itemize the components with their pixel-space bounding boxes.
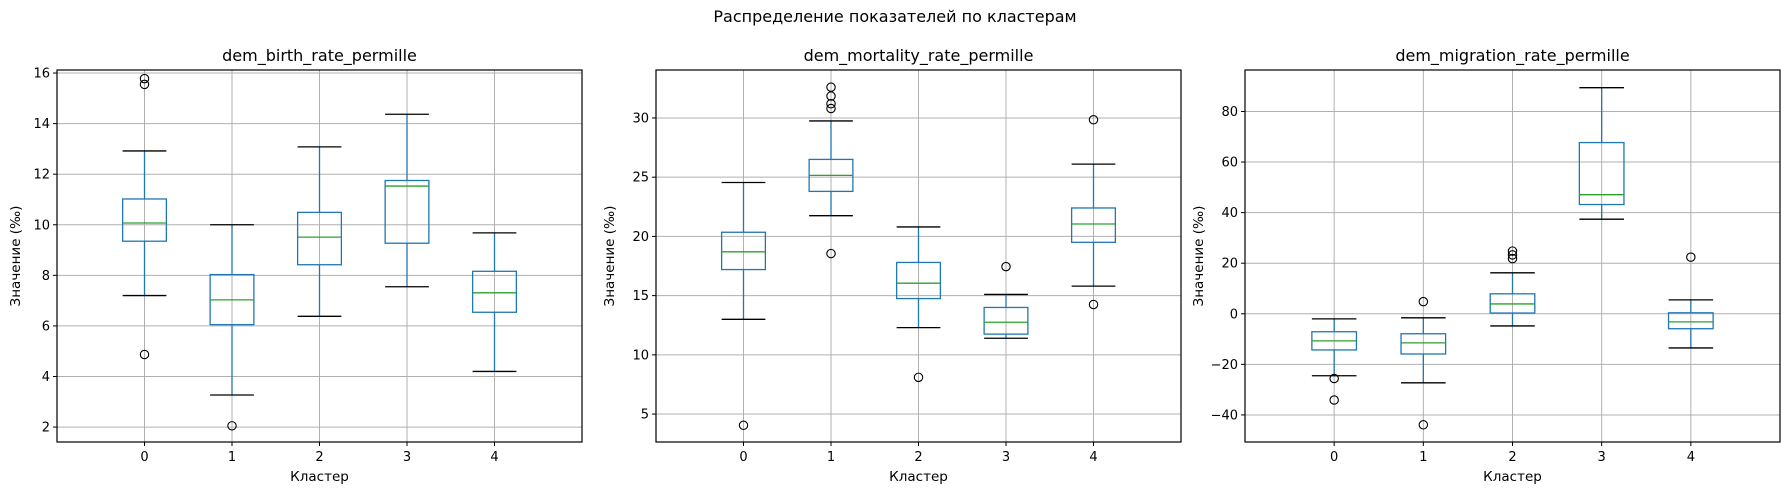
y-tick-label: 0 <box>1230 307 1238 322</box>
outlier-point <box>1329 395 1339 405</box>
y-tick-label: 10 <box>632 348 649 363</box>
y-tick-label: 25 <box>632 171 649 186</box>
x-tick-label: 4 <box>1687 450 1695 465</box>
x-tick-label: 3 <box>1002 450 1010 465</box>
box-cluster-3 <box>983 261 1029 339</box>
x-tick-label: 1 <box>827 450 835 465</box>
x-tick-label: 2 <box>914 450 922 465</box>
box-cluster-0 <box>1311 318 1358 405</box>
y-tick-label: 2 <box>42 421 50 436</box>
y-tick-label: 20 <box>1221 257 1238 272</box>
x-tick-label: 3 <box>403 450 411 465</box>
x-tick-label: 1 <box>1419 450 1427 465</box>
y-tick-label: 5 <box>641 408 649 423</box>
x-axis-label: Кластер <box>889 469 948 485</box>
x-tick-label: 2 <box>315 450 323 465</box>
y-tick-label: 8 <box>42 269 50 284</box>
box-cluster-0 <box>720 181 767 431</box>
box-cluster-1 <box>808 82 854 259</box>
box-cluster-2 <box>895 226 942 383</box>
subplot-title: dem_birth_rate_permille <box>222 46 417 66</box>
y-tick-label: −40 <box>1211 408 1238 423</box>
y-tick-label: −20 <box>1211 358 1238 373</box>
subplot-2: −40 −20 0 20 40 60 80 0 1 2 3 4 dem_migration_rate_p… <box>1191 46 1781 485</box>
subplot-title: dem_mortality_rate_permille <box>804 46 1034 66</box>
outlier-point <box>1329 373 1339 384</box>
outlier-point <box>913 372 924 383</box>
outlier-point <box>826 91 836 101</box>
outlier-point <box>1418 420 1429 430</box>
y-tick-label: 12 <box>33 168 50 183</box>
x-tick-label: 4 <box>490 450 498 465</box>
x-tick-label: 0 <box>140 450 148 465</box>
y-tick-label: 40 <box>1221 206 1238 221</box>
outlier-point <box>139 79 150 90</box>
x-tick-label: 4 <box>1089 450 1097 465</box>
y-tick-label: 16 <box>33 67 50 82</box>
outlier-point <box>1088 299 1099 310</box>
outlier-point <box>1418 296 1429 307</box>
outlier-point <box>826 248 836 259</box>
box-cluster-1 <box>1400 296 1447 430</box>
box-cluster-4 <box>1070 114 1117 310</box>
y-axis-label: Значение (‰) <box>1191 206 1207 307</box>
box-cluster-2 <box>1489 246 1536 327</box>
box-cluster-4 <box>1667 252 1714 349</box>
y-tick-label: 15 <box>632 289 649 304</box>
y-tick-label: 14 <box>33 117 50 132</box>
y-tick-label: 10 <box>33 218 50 233</box>
x-tick-label: 3 <box>1598 450 1606 465</box>
x-tick-label: 0 <box>739 450 747 465</box>
box-cluster-2 <box>296 146 343 317</box>
y-tick-label: 6 <box>42 319 50 334</box>
x-tick-label: 1 <box>228 450 236 465</box>
y-tick-label: 4 <box>42 370 50 385</box>
subplot-1: 5 10 15 20 25 30 0 1 2 3 4 dem_mortality_rate_permi… <box>602 46 1182 485</box>
outlier-point <box>227 421 237 431</box>
y-tick-label: 30 <box>632 111 649 126</box>
grid <box>57 70 582 442</box>
box-cluster-3 <box>1578 87 1625 220</box>
x-axis-label: Кластер <box>1483 469 1542 485</box>
subplot-title: dem_migration_rate_permille <box>1395 46 1629 66</box>
y-axis-label: Значение (‰) <box>602 206 618 307</box>
outlier-point <box>139 73 150 84</box>
outlier-point <box>826 103 836 114</box>
box-cluster-4 <box>471 232 518 373</box>
y-tick-label: 20 <box>632 230 649 245</box>
box-cluster-3 <box>384 113 430 288</box>
box-cluster-1 <box>209 224 255 431</box>
outlier-point <box>1088 114 1099 125</box>
grid <box>1245 70 1780 442</box>
outlier-point <box>1686 252 1696 262</box>
outlier-point <box>826 99 836 109</box>
outlier-point <box>1001 261 1011 272</box>
outlier-point <box>1507 253 1518 264</box>
figure-suptitle: Распределение показателей по кластерам <box>713 7 1077 26</box>
outlier-point <box>738 420 749 431</box>
x-tick-label: 0 <box>1330 450 1338 465</box>
outlier-point <box>1507 246 1518 256</box>
y-tick-label: 80 <box>1221 105 1238 120</box>
outlier-point <box>1507 250 1518 260</box>
outlier-point <box>139 349 150 360</box>
y-axis-label: Значение (‰) <box>8 206 24 307</box>
x-axis-label: Кластер <box>290 469 349 485</box>
y-tick-label: 60 <box>1221 156 1238 171</box>
box-cluster-0 <box>121 73 168 360</box>
x-tick-label: 2 <box>1508 450 1516 465</box>
